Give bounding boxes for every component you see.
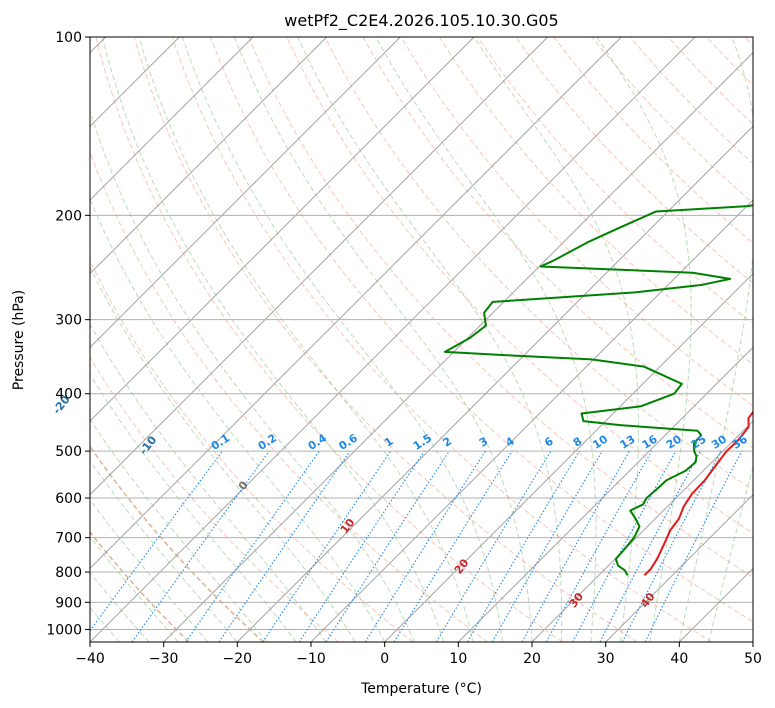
- moist-adiabat: [101, 37, 445, 642]
- mixing-ratio-line: [262, 450, 392, 642]
- background-lines: [90, 37, 753, 642]
- plot-area: [90, 37, 753, 642]
- dry-adiabat: [90, 356, 339, 642]
- profile-line-2: [443, 204, 753, 576]
- y-tick-label: 600: [55, 491, 82, 507]
- isotherm: [90, 37, 254, 201]
- y-tick-label: 400: [55, 387, 82, 403]
- moist-adiabat: [90, 373, 297, 642]
- y-tick-label: 1000: [46, 622, 82, 638]
- mixing-ratio-lines: [90, 450, 743, 642]
- moist-adiabat: [708, 464, 753, 642]
- y-tick-label: 900: [55, 595, 82, 611]
- mixing-ratio-line: [521, 450, 630, 642]
- chart-title: wetPf2_C2E4.2026.105.10.30.G05: [284, 11, 558, 31]
- isotherm: [531, 420, 753, 642]
- mixing-ratio-line: [435, 450, 552, 642]
- mixing-ratio-line: [185, 450, 320, 642]
- dry-adiabat: [515, 37, 753, 284]
- isotherm: [310, 199, 753, 642]
- mixing-ratio-line: [644, 450, 743, 642]
- x-tick-label: 20: [523, 651, 541, 667]
- isotherm: [90, 37, 401, 348]
- x-tick-label: 50: [744, 651, 762, 667]
- mixing-ratio-line: [364, 450, 486, 642]
- mixing-ratio-line: [572, 450, 677, 642]
- x-tick-label: 10: [449, 651, 467, 667]
- moist-adiabat: [90, 197, 386, 642]
- dry-adiabat: [90, 445, 265, 642]
- profile-line-1: [643, 410, 753, 576]
- y-tick-label: 800: [55, 565, 82, 581]
- moist-adiabat: [182, 37, 504, 642]
- dry-adiabats: [90, 37, 753, 642]
- dry-adiabat: [400, 37, 753, 407]
- moist-adiabat: [138, 37, 474, 642]
- x-tick-label: 30: [597, 651, 615, 667]
- isotherm: [605, 494, 753, 642]
- y-tick-label: 200: [55, 208, 82, 224]
- y-tick-label: 100: [55, 30, 82, 46]
- mixing-ratio-line: [545, 450, 653, 642]
- y-tick-label: 300: [55, 313, 82, 329]
- y-axis-ticks: 100 200 300 400 500 600 700 800 900 1000: [46, 30, 90, 638]
- y-axis-title: Pressure (hPa): [11, 290, 27, 390]
- isotherm: [458, 346, 753, 642]
- pressure-gridlines: [90, 37, 753, 630]
- mixing-ratio-line: [621, 450, 722, 642]
- dry-adiabat: [171, 37, 712, 642]
- dry-adiabat: [248, 37, 753, 578]
- x-tick-label: −40: [75, 651, 105, 667]
- isotherm: [90, 37, 327, 275]
- dry-adiabat: [439, 37, 753, 366]
- isotherm: [90, 37, 548, 496]
- x-tick-label: −10: [296, 651, 326, 667]
- x-tick-label: 40: [670, 651, 688, 667]
- profile-series: [443, 204, 753, 576]
- moist-adiabat: [90, 266, 356, 642]
- moist-adiabat: [678, 37, 753, 642]
- mixing-ratio-line: [325, 450, 450, 642]
- moist-adiabat: [90, 459, 238, 642]
- y-tick-label: 700: [55, 531, 82, 547]
- mixing-ratio-line: [298, 450, 425, 642]
- moist-adiabat: [596, 37, 692, 642]
- x-axis-title: Temperature (°C): [360, 681, 482, 697]
- moist-adiabats: [90, 37, 753, 642]
- moist-adiabat: [473, 37, 639, 642]
- mixing-ratio-line: [131, 450, 270, 642]
- isotherm: [384, 273, 753, 642]
- dry-adiabat: [90, 150, 488, 642]
- x-axis-ticks: −40 −30 −20 −10 0 10 20 30 40 50: [75, 642, 762, 667]
- moist-adiabat: [90, 418, 268, 642]
- x-tick-label: 0: [380, 651, 389, 667]
- dry-adiabat: [210, 37, 753, 623]
- x-tick-label: −30: [149, 651, 179, 667]
- isotherm: [237, 125, 753, 642]
- plot-frame: [89, 36, 754, 643]
- isotherm: [90, 37, 622, 569]
- mixing-ratio-line: [599, 450, 702, 642]
- x-tick-label: −20: [223, 651, 253, 667]
- mixing-ratio-line: [218, 450, 351, 642]
- moist-adiabat: [375, 37, 597, 642]
- dry-adiabat: [90, 530, 190, 642]
- mixing-ratio-line: [393, 450, 513, 642]
- isotherm: [90, 37, 696, 642]
- dry-adiabat: [133, 37, 638, 642]
- dry-adiabat: [95, 37, 563, 642]
- moist-adiabat: [90, 323, 327, 642]
- dry-adiabat: [324, 37, 753, 491]
- isotherm: [90, 37, 475, 422]
- moist-adiabat: [297, 37, 563, 642]
- mixing-ratio-line: [90, 450, 223, 632]
- y-tick-label: 500: [55, 444, 82, 460]
